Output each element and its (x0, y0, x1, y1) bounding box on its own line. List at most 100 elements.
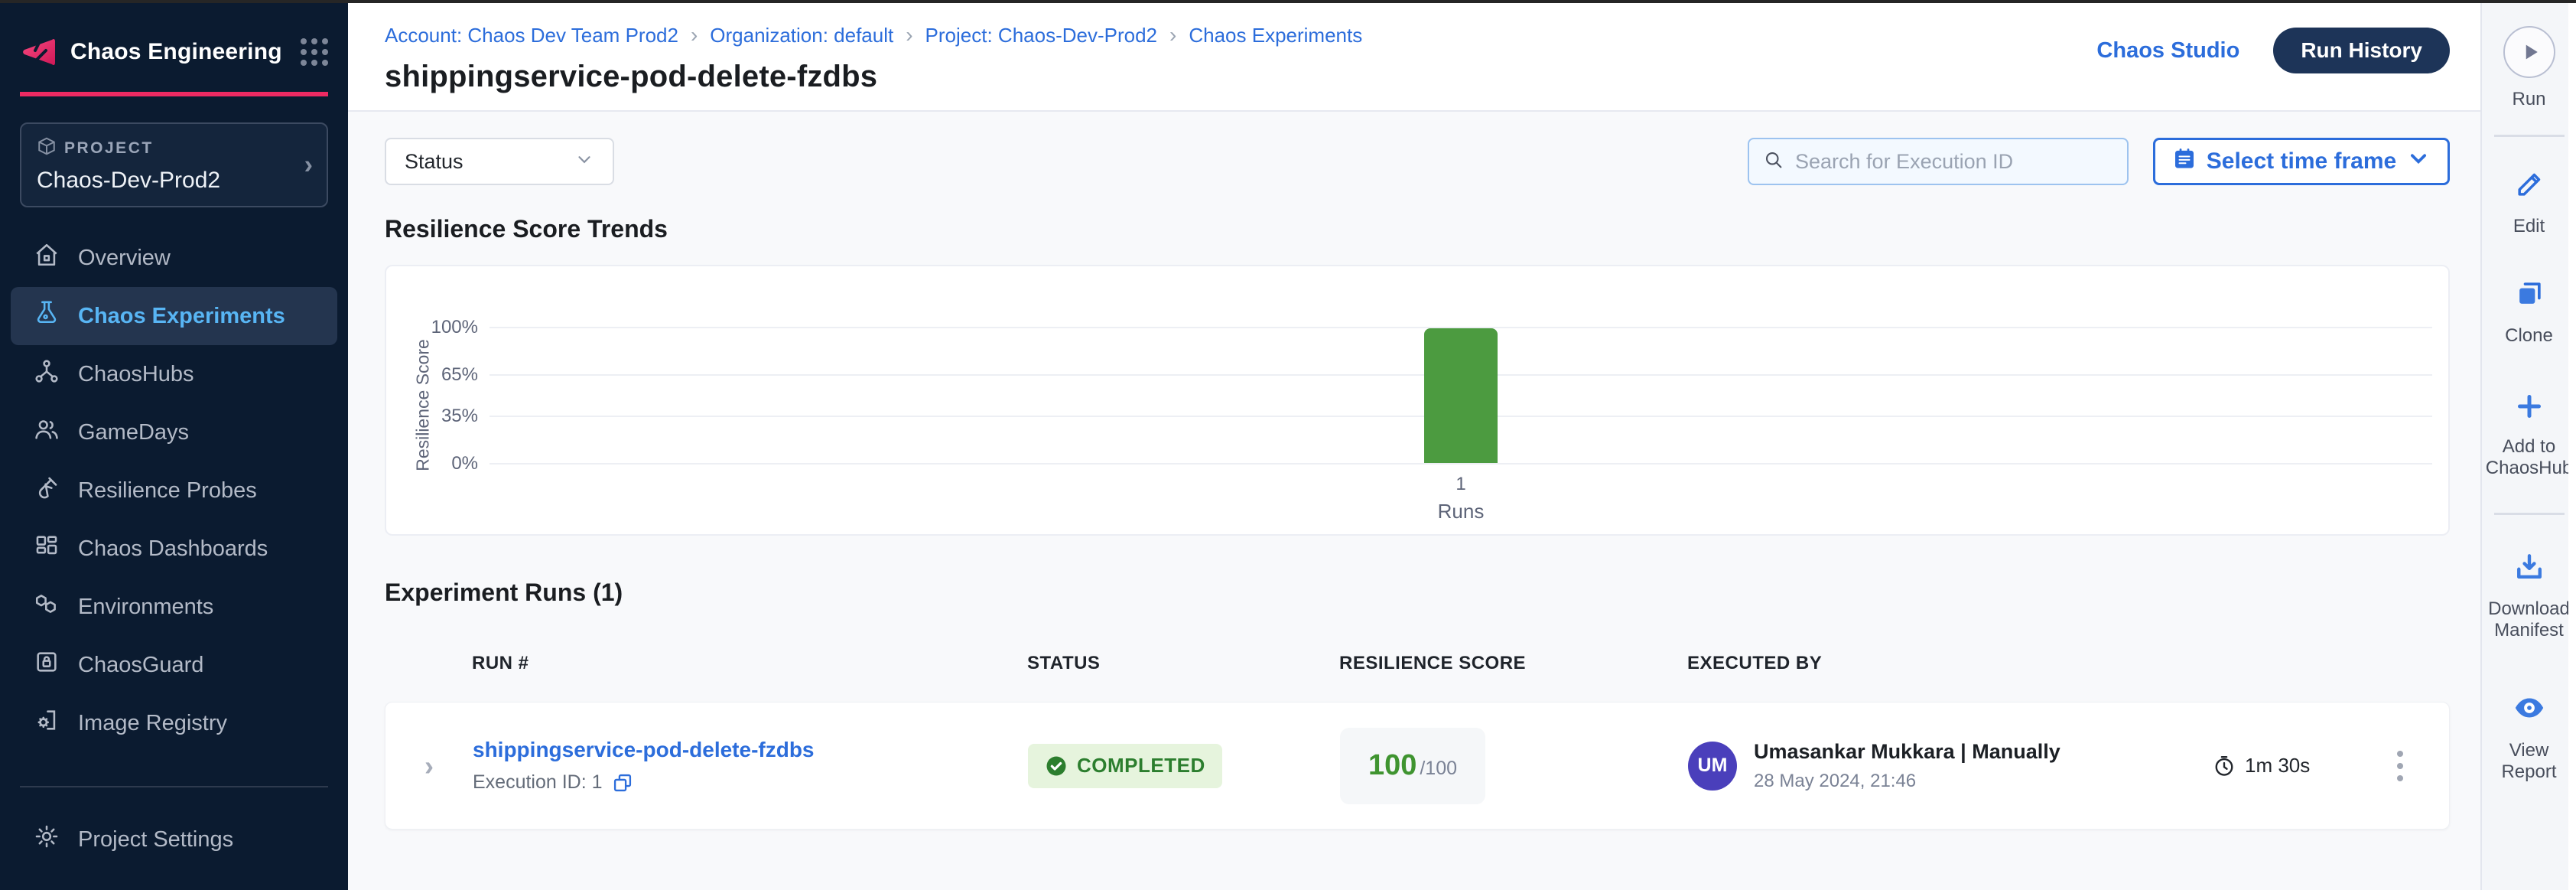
resilience-score-value: 100 /100 (1340, 727, 1485, 804)
breadcrumb-org-link[interactable]: Organization: default (710, 23, 894, 47)
trends-heading: Resilience Score Trends (385, 215, 668, 243)
window-top-edge (0, 0, 2576, 3)
run-history-button[interactable]: Run History (2273, 28, 2450, 73)
add-to-chaoshub-button[interactable]: Add to ChaosHub (2486, 391, 2573, 479)
scrollbar-track[interactable] (2568, 3, 2576, 890)
column-status: STATUS (1027, 653, 1101, 673)
page-title: shippingservice-pod-delete-fzdbs (385, 60, 878, 93)
run-duration: 1m 30s (2245, 754, 2311, 777)
sidebar-item-chaos-experiments[interactable]: Chaos Experiments (11, 287, 337, 345)
edit-button[interactable]: Edit (2486, 168, 2573, 237)
sidebar-item-chaos-dashboards[interactable]: Chaos Dashboards (11, 520, 337, 578)
chaos-studio-link[interactable]: Chaos Studio (2096, 37, 2240, 63)
execution-id: Execution ID: 1 (473, 771, 603, 793)
clone-button[interactable]: Clone (2486, 277, 2573, 347)
expand-chevron-icon[interactable]: › (424, 749, 434, 781)
column-run: RUN # (472, 653, 529, 673)
breadcrumb-experiments-link[interactable]: Chaos Experiments (1189, 23, 1363, 47)
download-icon (2513, 550, 2546, 588)
time-frame-button[interactable]: Select time frame (2153, 138, 2450, 185)
run-label: Run (2512, 89, 2546, 109)
executed-by-name: Umasankar Mukkara | Manually (1754, 739, 2060, 763)
search-input[interactable] (1795, 149, 2113, 174)
column-resilience-score: RESILIENCE SCORE (1339, 653, 1527, 673)
lock-card-icon (34, 649, 60, 681)
main-area: Account: Chaos Dev Team Prod2 › Organiza… (348, 3, 2480, 890)
chart-y-tick: 65% (441, 364, 478, 385)
breadcrumb-project-link[interactable]: Project: Chaos-Dev-Prod2 (925, 23, 1158, 47)
executed-on-date: 28 May 2024, 21:46 (1754, 770, 1917, 791)
gear-icon (34, 823, 60, 856)
registry-icon (34, 707, 60, 739)
sidebar-item-resilience-probes[interactable]: Resilience Probes (11, 461, 337, 520)
view-report-button[interactable]: View Report (2486, 690, 2573, 783)
page-header: Account: Chaos Dev Team Prod2 › Organiza… (348, 3, 2480, 112)
hub-icon (34, 358, 60, 390)
pencil-icon (2513, 168, 2546, 205)
run-row: › shippingservice-pod-delete-fzdbs Execu… (385, 702, 2450, 830)
chevron-right-icon: › (304, 150, 313, 179)
breadcrumb-separator: › (690, 23, 698, 47)
clock-icon (2213, 755, 2236, 778)
sidebar-item-overview[interactable]: Overview (11, 229, 337, 287)
sidebar-item-project-settings[interactable]: Project Settings (11, 810, 337, 869)
avatar: UM (1688, 741, 1737, 791)
calendar-icon (2173, 147, 2196, 176)
sidebar-item-environments[interactable]: Environments (11, 578, 337, 636)
run-name-link[interactable]: shippingservice-pod-delete-fzdbs (473, 738, 815, 761)
check-circle-icon (1045, 755, 1068, 778)
probe-icon (34, 474, 60, 507)
chart-y-tick: 35% (441, 406, 478, 426)
app-title: Chaos Engineering (70, 39, 282, 64)
environments-icon (34, 591, 60, 623)
plus-icon (2514, 391, 2545, 425)
project-label: PROJECT (64, 139, 154, 157)
copy-icon[interactable] (612, 772, 633, 794)
chaos-engineering-logo-icon (20, 34, 57, 70)
chart-y-tick: 100% (431, 317, 478, 337)
dashboard-icon (34, 533, 60, 565)
sidebar: Chaos Engineering PROJECT Chaos-Dev-Prod… (0, 3, 348, 890)
play-icon (2519, 41, 2542, 64)
run-button[interactable] (2503, 26, 2555, 78)
chart-x-axis-title: Runs (1437, 500, 1485, 523)
users-icon (34, 416, 60, 448)
status-filter-dropdown[interactable]: Status (385, 138, 614, 185)
breadcrumb-separator: › (906, 23, 913, 47)
status-badge: COMPLETED (1028, 743, 1222, 788)
clone-icon (2513, 277, 2546, 315)
download-manifest-button[interactable]: Download Manifest (2486, 550, 2573, 641)
rail-divider (2493, 513, 2565, 515)
column-executed-by: EXECUTED BY (1687, 653, 1823, 673)
rail-divider (2493, 135, 2565, 137)
flask-icon (34, 300, 60, 332)
sidebar-divider (20, 786, 328, 787)
chart-gridline (490, 327, 2432, 328)
row-menu-icon[interactable] (2389, 743, 2411, 789)
home-icon (34, 242, 60, 274)
sidebar-item-chaoshubs[interactable]: ChaosHubs (11, 345, 337, 403)
sidebar-nav: Overview Chaos Experiments ChaosHubs Gam… (0, 229, 348, 752)
sidebar-item-gamedays[interactable]: GameDays (11, 403, 337, 461)
chevron-down-icon (2407, 147, 2430, 176)
project-selector[interactable]: PROJECT Chaos-Dev-Prod2 › (20, 122, 328, 207)
cube-icon (37, 136, 57, 160)
runs-table-header: RUN # STATUS RESILIENCE SCORE EXECUTED B… (385, 653, 2450, 674)
resilience-score-chart: Resilience Score 100% 65% 35% 0% 1 Runs (385, 265, 2450, 536)
eye-icon (2512, 690, 2547, 729)
chart-x-tick: 1 (1456, 474, 1466, 494)
chevron-down-icon (574, 149, 594, 174)
brand-underline (20, 92, 328, 96)
sidebar-item-chaosguard[interactable]: ChaosGuard (11, 636, 337, 694)
sidebar-item-image-registry[interactable]: Image Registry (11, 694, 337, 752)
chart-gridline (490, 463, 2432, 465)
chart-bar-run-1[interactable] (1424, 328, 1498, 463)
breadcrumb: Account: Chaos Dev Team Prod2 › Organiza… (385, 23, 1362, 47)
execution-search (1748, 138, 2129, 185)
breadcrumb-account-link[interactable]: Account: Chaos Dev Team Prod2 (385, 23, 678, 47)
search-icon (1763, 149, 1784, 174)
chart-y-tick: 0% (451, 453, 478, 474)
action-rail: Run Edit Clone Add to ChaosHub Dow (2480, 3, 2576, 890)
module-grid-icon[interactable] (301, 38, 328, 66)
project-name: Chaos-Dev-Prod2 (37, 168, 221, 193)
